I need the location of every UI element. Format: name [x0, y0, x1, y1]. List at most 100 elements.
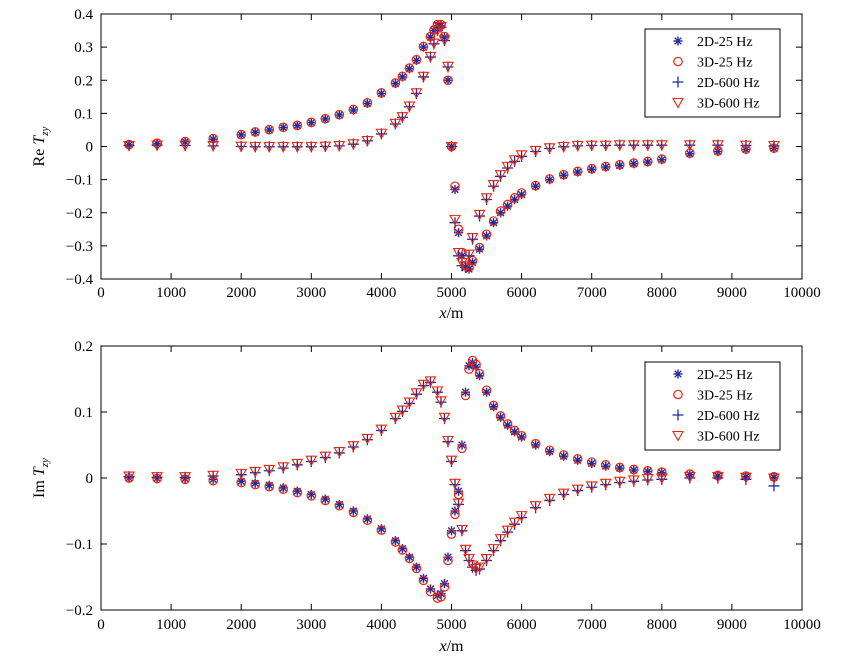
- data-point-circle: [376, 88, 387, 98]
- y-tick-label: −0.2: [66, 206, 93, 222]
- data-point-circle: [292, 487, 303, 498]
- data-point-circle: [495, 411, 506, 421]
- data-point-triangle-down: [452, 498, 465, 510]
- data-point-circle: [474, 242, 485, 253]
- data-point-circle: [264, 481, 275, 492]
- data-point-circle: [436, 591, 446, 602]
- x-tick-label: 0: [97, 285, 105, 301]
- data-point-triangle-down: [739, 472, 752, 484]
- data-point-triangle-down: [249, 466, 262, 478]
- data-point-triangle-down: [655, 473, 668, 485]
- data-point-circle: [450, 509, 460, 520]
- data-point-triangle-down: [739, 140, 752, 152]
- data-point-triangle-down: [207, 470, 220, 482]
- data-point-circle: [425, 586, 436, 597]
- data-point-triangle-down: [151, 472, 164, 483]
- legend-marker-plus: [672, 76, 684, 88]
- y-axis-label: Re Tzy: [31, 126, 51, 166]
- data-point-triangle-down: [151, 140, 164, 152]
- x-tick-label: 4000: [366, 285, 396, 301]
- x-tick-label: 3000: [296, 285, 326, 301]
- data-point-triangle-down: [480, 553, 493, 565]
- data-point-circle: [320, 495, 331, 506]
- data-point-triangle-down: [403, 101, 416, 113]
- x-tick-label: 10000: [783, 285, 821, 301]
- legend-marker-plus: [672, 409, 684, 421]
- data-point-star: [411, 55, 422, 65]
- legend-box: [644, 361, 781, 451]
- data-point-triangle-down: [480, 193, 493, 204]
- y-tick-label: 0: [86, 140, 94, 156]
- data-point-star: [615, 463, 625, 473]
- data-point-circle: [628, 158, 639, 168]
- data-point-triangle-down: [442, 435, 454, 447]
- data-point-circle: [418, 41, 429, 52]
- legend-label: 3D-25 Hz: [697, 56, 753, 71]
- data-point-circle: [460, 390, 471, 401]
- data-point-circle: [348, 104, 359, 115]
- data-point-circle: [467, 255, 478, 266]
- data-point-triangle-down: [435, 22, 447, 33]
- data-point-triangle-down: [508, 155, 521, 166]
- data-point-circle: [502, 199, 513, 210]
- data-point-circle: [404, 553, 415, 564]
- x-tick-label: 2000: [226, 617, 256, 633]
- data-point-triangle-down: [599, 478, 612, 490]
- data-point-circle: [404, 63, 415, 73]
- data-point-circle: [411, 563, 422, 574]
- data-point-triangle-down: [456, 524, 468, 536]
- data-point-circle: [558, 169, 569, 180]
- data-point-triangle-down: [466, 560, 479, 572]
- data-point-triangle-down: [249, 141, 262, 153]
- data-point-circle: [544, 174, 555, 184]
- data-point-triangle-down: [361, 433, 374, 445]
- x-tick-label: 7000: [577, 285, 607, 301]
- legend-label: 2D-25 Hz: [697, 368, 753, 383]
- data-point-triangle-down: [459, 261, 472, 272]
- data-point-triangle-down: [683, 472, 696, 483]
- data-point-circle: [453, 224, 464, 235]
- x-axis-label: x/m: [439, 638, 465, 655]
- data-point-circle: [614, 159, 625, 170]
- data-point-circle: [457, 443, 467, 454]
- y-tick-label: 0.2: [74, 339, 93, 355]
- data-point-triangle-down: [487, 544, 500, 555]
- data-point-triangle-down: [277, 141, 290, 153]
- legend-marker-triangle-down: [672, 97, 684, 109]
- data-point-triangle-down: [470, 563, 482, 575]
- data-point-circle: [390, 537, 401, 547]
- data-point-triangle-down: [207, 140, 220, 152]
- y-tick-label: 0.1: [74, 405, 93, 421]
- data-point-triangle-down: [557, 488, 570, 500]
- data-point-triangle-down: [396, 405, 409, 417]
- data-point-circle: [586, 163, 597, 174]
- x-tick-label: 6000: [507, 617, 537, 633]
- data-point-triangle-down: [375, 128, 388, 140]
- data-point-circle: [572, 166, 583, 177]
- data-point-star: [443, 75, 453, 85]
- data-point-triangle-down: [428, 38, 440, 50]
- data-point-circle: [443, 75, 453, 86]
- data-point-star: [362, 98, 372, 109]
- data-point-circle: [509, 425, 520, 436]
- data-point-circle: [362, 515, 373, 526]
- data-point-plus: [449, 217, 461, 229]
- data-point-triangle-down: [456, 257, 468, 269]
- data-point-triangle-down: [627, 475, 640, 487]
- data-point-triangle-down: [463, 249, 475, 261]
- data-point-triangle-down: [389, 118, 402, 130]
- data-point-circle: [278, 122, 289, 133]
- data-point-star: [250, 127, 260, 137]
- legend-marker-circle: [673, 56, 683, 67]
- x-tick-label: 8000: [647, 285, 677, 301]
- data-point-plus: [453, 250, 465, 262]
- data-point-triangle-down: [347, 139, 360, 150]
- data-point-circle: [464, 364, 474, 374]
- x-tick-label: 3000: [296, 617, 326, 633]
- data-point-triangle-down: [333, 447, 346, 458]
- y-tick-label: −0.1: [66, 173, 93, 189]
- legend-label: 2D-25 Hz: [697, 35, 753, 50]
- data-point-circle: [397, 545, 408, 555]
- data-point-star: [264, 125, 274, 135]
- data-point-triangle-down: [305, 455, 318, 467]
